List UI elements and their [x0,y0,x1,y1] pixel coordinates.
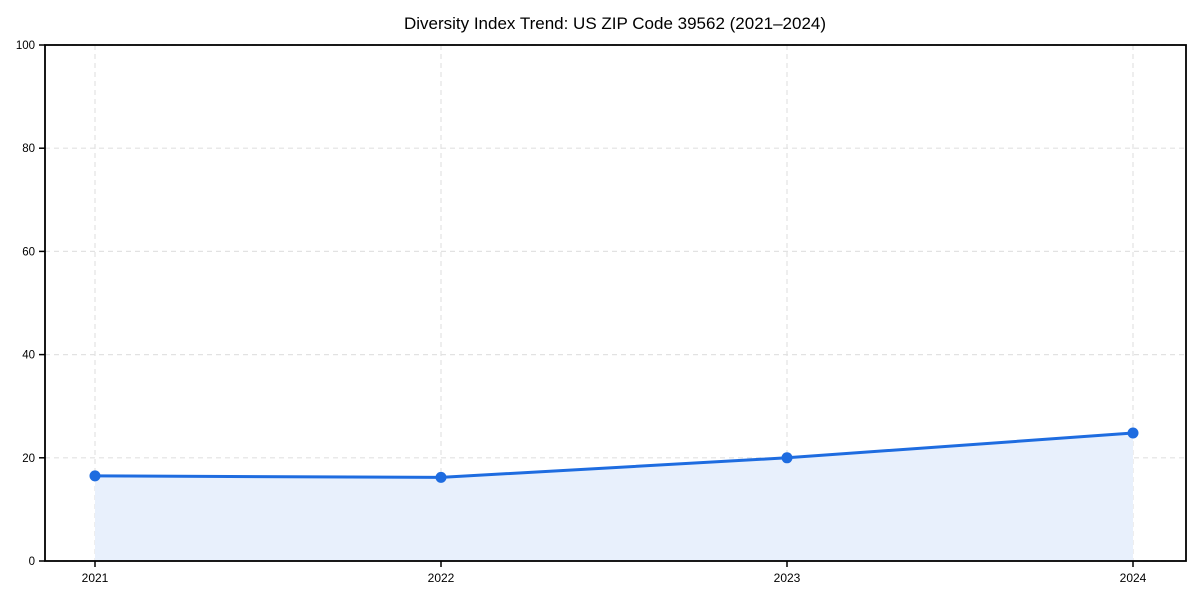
chart-title: Diversity Index Trend: US ZIP Code 39562… [404,14,826,33]
data-points [89,427,1139,483]
y-tick-label-80: 80 [22,143,35,155]
data-point-2024 [1127,427,1139,439]
plot-frame [44,44,1187,562]
y-tick-label-100: 100 [16,40,35,52]
y-tick-label-40: 40 [22,350,35,362]
data-point-2022 [435,471,447,483]
data-point-2023 [781,452,793,464]
trend-line [93,431,1135,479]
area-fill [95,433,1133,561]
axes-frame [44,44,1187,562]
y-tick-label-20: 20 [22,453,35,465]
x-tick-label-2021: 2021 [82,571,109,585]
x-tick-label-2022: 2022 [428,571,455,585]
y-tick-label-0: 0 [29,556,35,568]
x-tick-label-2023: 2023 [774,571,801,585]
series-area-fill [95,433,1133,561]
y-tick-label-60: 60 [22,246,35,258]
data-point-2021 [89,470,101,482]
x-axis: 2021 2022 2023 2024 [82,561,1147,585]
series-line [93,431,1135,479]
x-tick-label-2024: 2024 [1120,571,1147,585]
y-axis: 0 20 40 60 80 100 [16,40,45,568]
